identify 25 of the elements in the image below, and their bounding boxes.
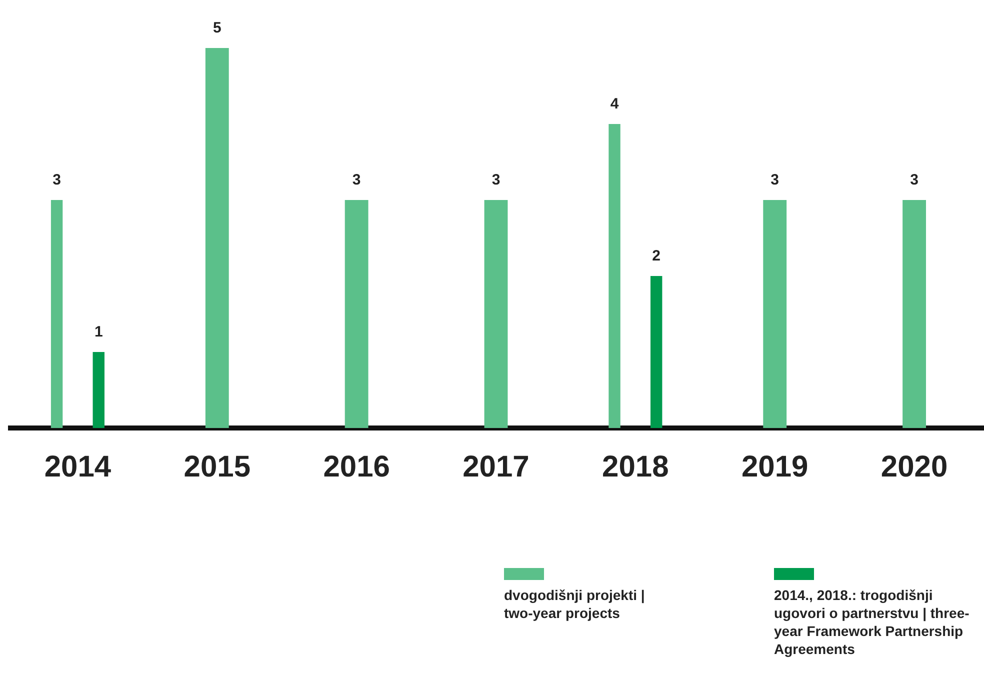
x-tick-label: 2014 — [44, 450, 112, 484]
data-label: 3 — [770, 172, 780, 189]
x-tick-label: 2018 — [602, 450, 669, 484]
legend-label: dvogodišnji projekti | two-year projects — [504, 586, 646, 622]
bar — [763, 200, 787, 428]
x-tick-label: 2015 — [184, 450, 251, 484]
x-tick-label: 2016 — [323, 450, 390, 484]
bar — [205, 48, 229, 428]
bar — [92, 352, 104, 428]
bar — [650, 276, 662, 428]
x-tick-label: 2017 — [462, 450, 530, 484]
x-tick-label: 2019 — [741, 450, 808, 484]
data-label: 4 — [610, 96, 620, 113]
data-label: 3 — [910, 172, 918, 189]
legend-label: 2014., 2018.: trogodišnji ugovori o partnerstvu | three-year Framework Partnership Agreements — [774, 586, 970, 658]
bar — [902, 200, 926, 428]
bar — [344, 200, 368, 428]
data-label: 3 — [52, 172, 61, 189]
data-label: 3 — [352, 172, 361, 189]
x-tick-label: 2020 — [880, 450, 948, 484]
data-label: 1 — [94, 324, 103, 341]
bar — [484, 200, 508, 428]
data-label: 3 — [492, 172, 500, 189]
data-label: 2 — [652, 248, 661, 265]
data-label: 5 — [212, 20, 222, 37]
